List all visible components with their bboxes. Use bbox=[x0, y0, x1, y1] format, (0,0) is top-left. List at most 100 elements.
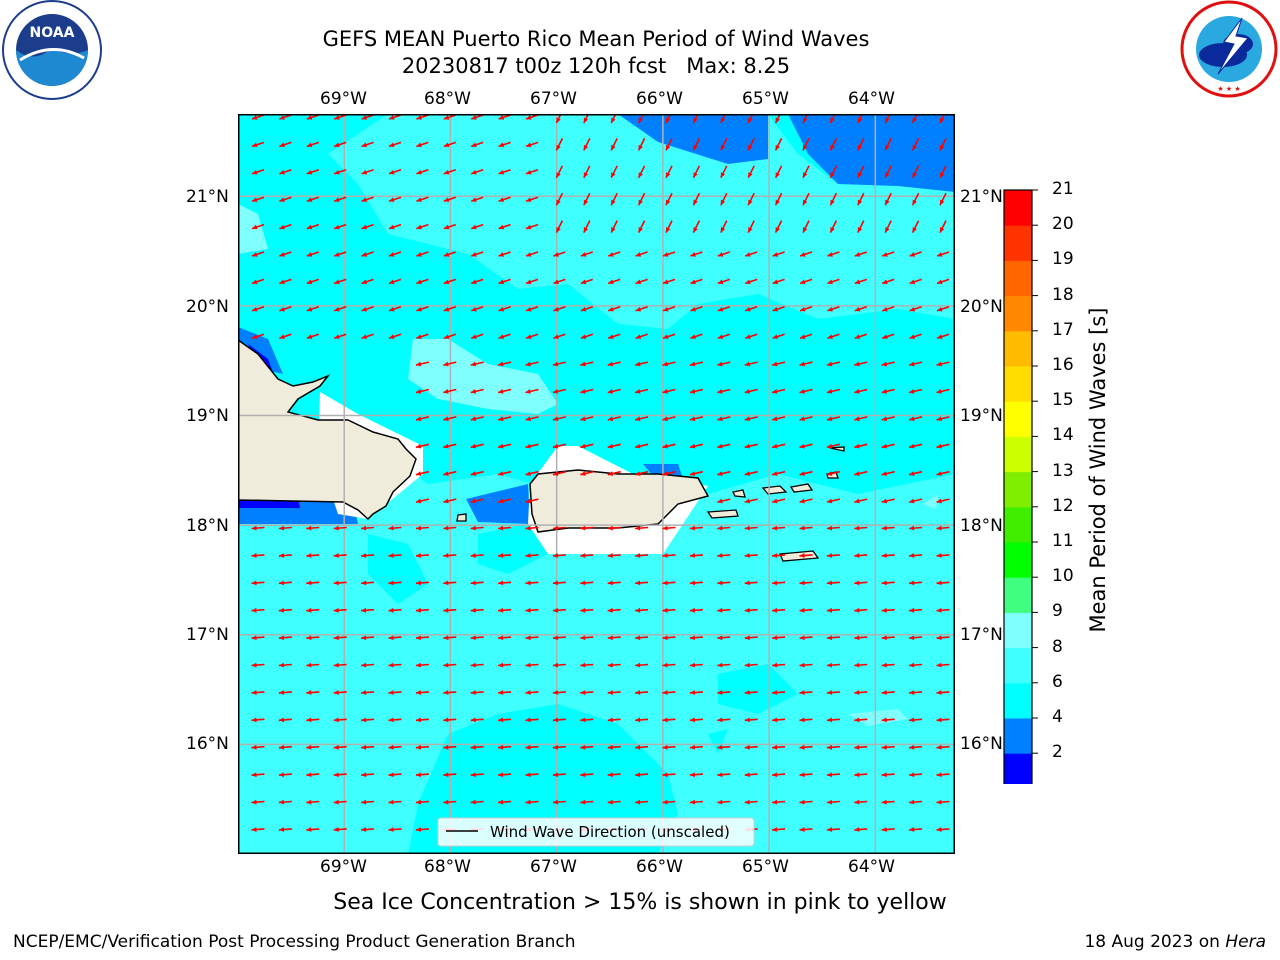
colorbar-segment bbox=[1004, 577, 1032, 613]
wave-direction-arrow bbox=[388, 169, 402, 175]
wave-direction-arrow bbox=[826, 744, 840, 750]
wave-direction-arrow bbox=[799, 580, 813, 586]
colorbar-segment bbox=[1004, 682, 1032, 719]
wave-direction-arrow bbox=[936, 361, 950, 367]
wave-direction-arrow bbox=[333, 333, 347, 339]
wave-direction-arrow bbox=[665, 138, 673, 151]
wave-direction-arrow bbox=[665, 220, 673, 233]
wave-direction-arrow bbox=[744, 498, 758, 504]
colorbar-segment bbox=[1004, 612, 1032, 649]
wave-direction-arrow bbox=[909, 333, 922, 339]
wave-direction-arrow bbox=[443, 114, 457, 120]
colorbar bbox=[1003, 189, 1038, 784]
wave-direction-arrow bbox=[881, 251, 895, 257]
wave-direction-arrow bbox=[826, 772, 840, 778]
lon-label-bottom: 67°W bbox=[530, 857, 577, 877]
wave-direction-arrow bbox=[662, 580, 676, 586]
colorbar-tick-label: 19 bbox=[1052, 249, 1074, 270]
wave-direction-arrow bbox=[580, 772, 594, 778]
wave-direction-arrow bbox=[772, 717, 786, 723]
wave-direction-arrow bbox=[415, 416, 430, 422]
wave-direction-arrow bbox=[799, 635, 813, 641]
wave-direction-arrow bbox=[881, 333, 895, 339]
colorbar-segment bbox=[1004, 471, 1032, 508]
wave-direction-arrow bbox=[580, 525, 594, 531]
wave-direction-arrow bbox=[911, 114, 918, 124]
wave-direction-arrow bbox=[635, 690, 649, 695]
wave-direction-arrow bbox=[555, 220, 564, 233]
wave-direction-arrow bbox=[498, 635, 512, 641]
wave-direction-arrow bbox=[881, 827, 895, 832]
wave-direction-arrow bbox=[552, 744, 566, 750]
wave-direction-arrow bbox=[637, 138, 646, 151]
wave-direction-arrow bbox=[497, 416, 512, 422]
wave-direction-arrow bbox=[771, 470, 786, 476]
wave-direction-arrow bbox=[662, 635, 676, 641]
wave-direction-arrow bbox=[607, 388, 621, 394]
wave-direction-arrow bbox=[498, 580, 512, 586]
wave-direction-arrow bbox=[278, 690, 292, 695]
wave-direction-arrow bbox=[361, 607, 375, 613]
colorbar-tick-label: 12 bbox=[1052, 495, 1074, 516]
wave-direction-arrow bbox=[443, 470, 457, 476]
wave-direction-arrow bbox=[772, 306, 785, 312]
wave-direction-arrow bbox=[799, 553, 813, 558]
wave-direction-arrow bbox=[772, 662, 786, 668]
wave-direction-arrow bbox=[747, 165, 755, 179]
wave-direction-arrow bbox=[936, 498, 950, 504]
wave-direction-arrow bbox=[829, 138, 838, 151]
wave-direction-arrow bbox=[662, 525, 676, 531]
wave-direction-arrow bbox=[306, 114, 320, 120]
wave-direction-arrow bbox=[771, 443, 786, 449]
wave-direction-arrow bbox=[717, 799, 731, 805]
noaa-logo-text: NOAA bbox=[30, 25, 75, 41]
wave-direction-arrow bbox=[799, 278, 813, 285]
lat-label-right: 21°N bbox=[960, 187, 1003, 207]
wave-direction-arrow bbox=[637, 220, 646, 233]
wave-direction-arrow bbox=[635, 662, 649, 668]
wave-direction-arrow bbox=[525, 662, 539, 668]
wave-direction-arrow bbox=[552, 690, 566, 695]
wave-direction-arrow bbox=[771, 498, 786, 504]
wave-direction-arrow bbox=[333, 306, 347, 312]
wave-direction-arrow bbox=[799, 827, 813, 832]
wave-direction-arrow bbox=[552, 361, 567, 367]
wave-direction-arrow bbox=[251, 827, 265, 832]
wave-direction-arrow bbox=[826, 717, 840, 723]
lon-label-top: 69°W bbox=[320, 89, 367, 109]
wave-direction-arrow bbox=[936, 306, 950, 312]
wave-direction-arrow bbox=[470, 278, 484, 285]
colorbar-tick-label: 14 bbox=[1052, 425, 1074, 446]
colorbar-tick-label: 16 bbox=[1052, 355, 1074, 375]
wave-direction-arrow bbox=[525, 114, 539, 120]
wave-direction-arrow bbox=[361, 169, 374, 175]
wave-direction-arrow bbox=[470, 690, 484, 695]
wave-direction-arrow bbox=[416, 114, 429, 120]
wave-direction-arrow bbox=[415, 470, 430, 476]
wave-direction-arrow bbox=[415, 635, 429, 641]
wave-direction-arrow bbox=[306, 717, 320, 723]
wave-direction-arrow bbox=[415, 580, 429, 586]
wave-direction-arrow bbox=[333, 525, 347, 531]
wave-direction-arrow bbox=[525, 443, 539, 449]
wave-direction-arrow bbox=[306, 662, 320, 668]
wave-direction-arrow bbox=[333, 827, 347, 832]
wave-direction-arrow bbox=[635, 635, 649, 641]
wave-direction-arrow bbox=[251, 772, 265, 778]
wave-direction-arrow bbox=[744, 607, 758, 613]
wave-direction-arrow bbox=[717, 662, 731, 668]
wave-direction-arrow bbox=[279, 251, 292, 257]
wave-direction-arrow bbox=[635, 525, 649, 531]
wave-direction-arrow bbox=[498, 333, 511, 339]
wave-direction-arrow bbox=[908, 361, 923, 367]
wave-direction-arrow bbox=[278, 635, 292, 641]
wave-direction-arrow bbox=[634, 388, 649, 394]
wave-direction-arrow bbox=[443, 306, 457, 312]
wave-direction-arrow bbox=[662, 799, 676, 805]
wave-direction-arrow bbox=[470, 470, 484, 476]
wave-direction-arrow bbox=[333, 553, 347, 558]
wave-direction-arrow bbox=[881, 498, 895, 504]
wave-direction-arrow bbox=[826, 635, 840, 641]
wave-direction-arrow bbox=[525, 306, 539, 312]
wave-direction-arrow bbox=[525, 141, 539, 148]
